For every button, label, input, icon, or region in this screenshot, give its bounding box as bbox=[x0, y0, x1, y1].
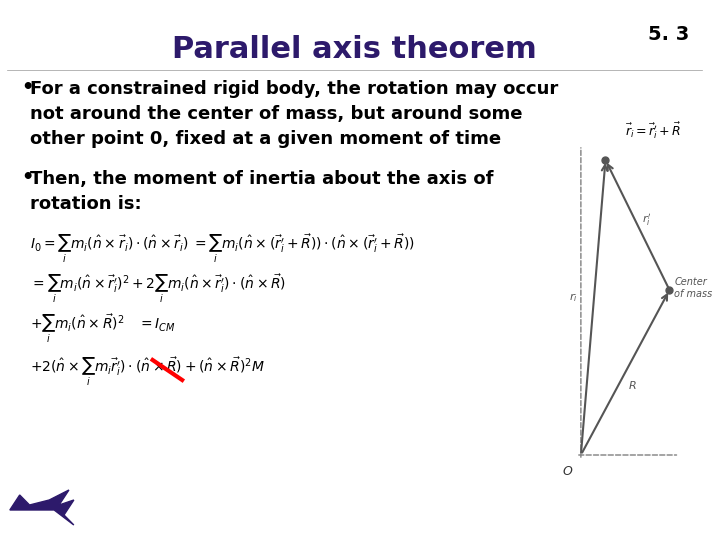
Text: •: • bbox=[22, 78, 34, 97]
Text: $R$: $R$ bbox=[628, 379, 636, 391]
Text: $I_0 = \sum_i m_i(\hat{n}\times\vec{r}_i)\cdot(\hat{n}\times\vec{r}_i)$$\; = \su: $I_0 = \sum_i m_i(\hat{n}\times\vec{r}_i… bbox=[30, 232, 414, 265]
Text: $r_i$: $r_i$ bbox=[570, 292, 578, 305]
Text: $r_i'$: $r_i'$ bbox=[642, 212, 651, 228]
Text: •: • bbox=[22, 168, 34, 187]
Text: $= \sum_i m_i(\hat{n}\times\vec{r}_i')^2 + 2\sum_i m_i(\hat{n}\times\vec{r}_i')\: $= \sum_i m_i(\hat{n}\times\vec{r}_i')^2… bbox=[30, 272, 286, 305]
Text: 5. 3: 5. 3 bbox=[648, 25, 689, 44]
Text: Then, the moment of inertia about the axis of
rotation is:: Then, the moment of inertia about the ax… bbox=[30, 170, 493, 213]
Text: $+2(\hat{n}\times\sum_i m_i \vec{r}_i')\cdot(\hat{n}\times\vec{R})+(\hat{n}\time: $+2(\hat{n}\times\sum_i m_i \vec{r}_i')\… bbox=[30, 355, 264, 388]
Polygon shape bbox=[10, 490, 74, 525]
Text: $O$: $O$ bbox=[562, 465, 573, 478]
Text: $+\sum_i m_i(\hat{n}\times\vec{R})^2 \quad = I_{CM}$: $+\sum_i m_i(\hat{n}\times\vec{R})^2 \qu… bbox=[30, 312, 175, 345]
Text: Center
of mass: Center of mass bbox=[675, 277, 713, 299]
Text: Parallel axis theorem: Parallel axis theorem bbox=[172, 35, 537, 64]
Text: $\vec{r}_i = \vec{r}_i' + \vec{R}$: $\vec{r}_i = \vec{r}_i' + \vec{R}$ bbox=[625, 120, 682, 141]
Text: For a constrained rigid body, the rotation may occur
not around the center of ma: For a constrained rigid body, the rotati… bbox=[30, 80, 558, 148]
